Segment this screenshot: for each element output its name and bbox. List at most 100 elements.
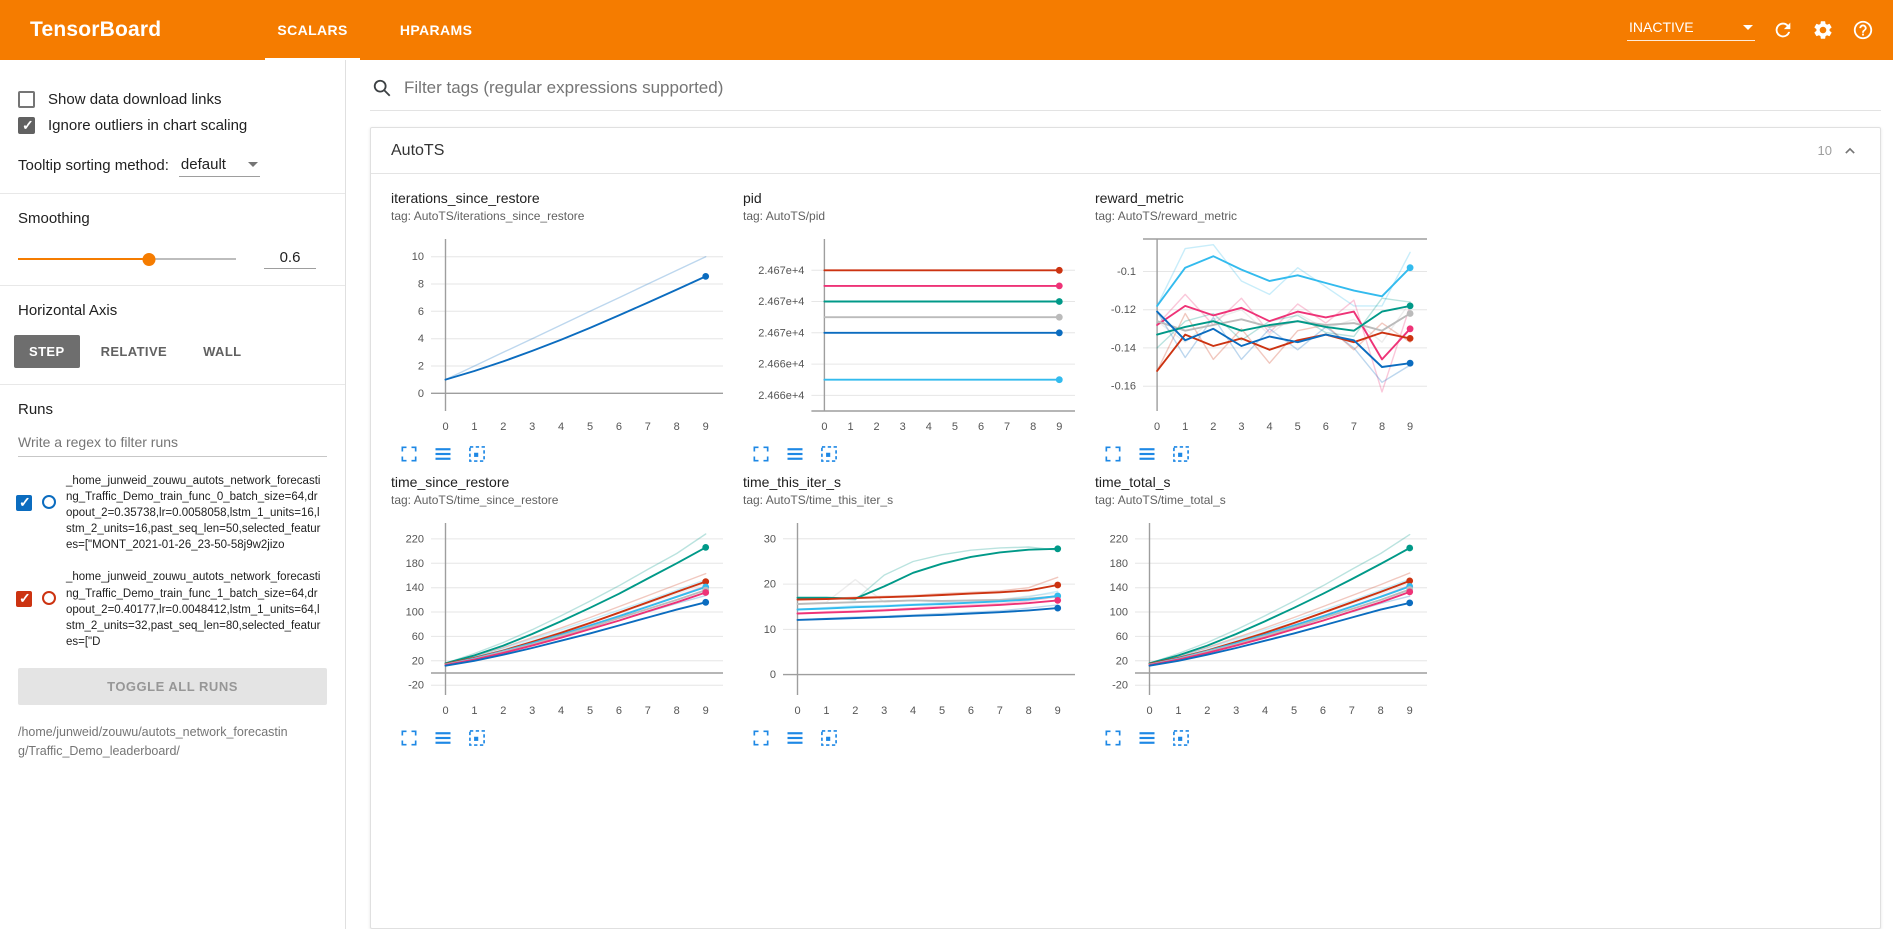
tag-filter-input[interactable] — [404, 78, 1879, 98]
chart-plot[interactable]: 30 20 10 0 0 1 2 3 4 5 6 7 8 9 — [743, 515, 1089, 726]
axis-relative-button[interactable]: RELATIVE — [86, 335, 183, 368]
run-checkbox-1[interactable] — [16, 590, 32, 608]
expand-icon[interactable] — [1103, 444, 1123, 464]
smoothing-value[interactable]: 0.6 — [264, 249, 316, 269]
smoothing-slider[interactable] — [18, 252, 236, 266]
svg-text:7: 7 — [997, 705, 1003, 717]
refresh-icon[interactable] — [1771, 18, 1795, 42]
show-download-links-row: Show data download links — [18, 91, 327, 108]
svg-text:180: 180 — [1110, 558, 1128, 570]
chevron-up-icon[interactable] — [1840, 141, 1860, 161]
smoothing-label: Smoothing — [18, 210, 90, 227]
expand-icon[interactable] — [399, 444, 419, 464]
card-title: AutoTS — [391, 141, 445, 159]
settings-gear-icon[interactable] — [1811, 18, 1835, 42]
tab-scalars[interactable]: SCALARS — [251, 0, 373, 60]
sidebar: Show data download links Ignore outliers… — [0, 60, 346, 929]
run-name: _home_junweid_zouwu_autots_network_forec… — [66, 571, 321, 648]
chart-title: time_since_restore — [391, 474, 510, 490]
status-dropdown[interactable]: INACTIVE — [1627, 19, 1755, 41]
header-actions: INACTIVE — [1627, 18, 1875, 42]
run-name: _home_junweid_zouwu_autots_network_forec… — [66, 475, 321, 552]
chart-plot[interactable]: 220 180 140 100 60 20 -20 0 1 2 3 4 5 6 7 8 9 — [1095, 515, 1441, 726]
svg-text:1: 1 — [1182, 421, 1188, 433]
data-table-icon[interactable] — [785, 728, 805, 748]
svg-text:100: 100 — [1110, 607, 1128, 619]
svg-text:8: 8 — [1026, 705, 1032, 717]
chart-card: time_this_iter_s tag: AutoTS/time_this_i… — [743, 474, 1089, 748]
svg-text:10: 10 — [764, 624, 776, 636]
ignore-outliers-checkbox[interactable] — [18, 117, 35, 134]
run-radio-0[interactable] — [42, 495, 56, 509]
help-icon[interactable] — [1851, 18, 1875, 42]
chart-plot[interactable]: 0 2 4 6 8 10 0 1 2 3 4 5 6 7 8 9 — [391, 231, 737, 442]
chart-toolbar — [391, 728, 737, 748]
svg-text:5: 5 — [1295, 421, 1301, 433]
run-checkbox-0[interactable] — [16, 494, 32, 511]
chart-plot[interactable]: 220 180 140 100 60 20 -20 0 1 2 3 4 5 6 7 8 9 — [391, 515, 737, 726]
data-table-icon[interactable] — [433, 444, 453, 464]
svg-text:4: 4 — [926, 421, 932, 433]
svg-text:8: 8 — [1378, 705, 1384, 717]
svg-text:60: 60 — [1116, 631, 1128, 643]
svg-text:1: 1 — [1175, 705, 1181, 717]
divider — [0, 384, 345, 385]
svg-text:2: 2 — [500, 705, 506, 717]
svg-text:3: 3 — [881, 705, 887, 717]
expand-icon[interactable] — [1103, 728, 1123, 748]
show-download-links-checkbox[interactable] — [18, 91, 35, 108]
runs-filter-input[interactable] — [18, 430, 327, 457]
chart-plot[interactable]: 2.467e+4 2.467e+4 2.467e+4 2.466e+4 2.466e+4… — [743, 231, 1089, 442]
tab-hparams[interactable]: HPARAMS — [399, 22, 473, 38]
chart-tag: tag: AutoTS/time_since_restore — [391, 493, 559, 507]
app-title: TensorBoard — [30, 18, 162, 41]
svg-text:8: 8 — [674, 421, 680, 433]
svg-text:8: 8 — [674, 705, 680, 717]
axis-wall-button[interactable]: WALL — [188, 335, 256, 368]
svg-text:9: 9 — [1055, 705, 1061, 717]
autots-card-header[interactable]: AutoTS 10 — [371, 128, 1880, 174]
fit-domain-icon[interactable] — [1171, 444, 1191, 464]
chart-card: pid tag: AutoTS/pid 2.467e+4 2.467e+4 2.46… — [743, 190, 1089, 464]
svg-text:10: 10 — [412, 251, 424, 263]
svg-text:4: 4 — [418, 333, 424, 345]
expand-icon[interactable] — [751, 728, 771, 748]
autots-card: AutoTS 10 iterations_since_restore tag: … — [370, 127, 1881, 929]
svg-text:-0.1: -0.1 — [1117, 266, 1136, 278]
data-table-icon[interactable] — [433, 728, 453, 748]
tooltip-sort-dropdown[interactable]: default — [178, 154, 260, 177]
svg-text:5: 5 — [587, 705, 593, 717]
data-table-icon[interactable] — [1137, 728, 1157, 748]
expand-icon[interactable] — [399, 728, 419, 748]
svg-text:3: 3 — [900, 421, 906, 433]
svg-text:9: 9 — [703, 421, 709, 433]
svg-text:1: 1 — [471, 705, 477, 717]
axis-step-button[interactable]: STEP — [14, 335, 80, 368]
expand-icon[interactable] — [751, 444, 771, 464]
svg-text:3: 3 — [1238, 421, 1244, 433]
svg-text:140: 140 — [406, 582, 424, 594]
svg-text:9: 9 — [1056, 421, 1062, 433]
data-table-icon[interactable] — [1137, 444, 1157, 464]
chart-plot[interactable]: -0.1 -0.12 -0.14 -0.16 0 1 2 3 4 5 6 7 8 9 — [1095, 231, 1441, 442]
data-table-icon[interactable] — [785, 444, 805, 464]
toggle-all-runs-button[interactable]: TOGGLE ALL RUNS — [18, 667, 327, 705]
search-icon — [373, 79, 391, 97]
svg-text:6: 6 — [616, 705, 622, 717]
chart-title: pid — [743, 190, 762, 206]
fit-domain-icon[interactable] — [819, 728, 839, 748]
fit-domain-icon[interactable] — [819, 444, 839, 464]
smoothing-slider-thumb[interactable] — [142, 253, 156, 266]
svg-text:2: 2 — [852, 705, 858, 717]
fit-domain-icon[interactable] — [467, 444, 487, 464]
chart-title: time_total_s — [1095, 474, 1171, 490]
svg-text:2.466e+4: 2.466e+4 — [758, 359, 804, 371]
svg-text:20: 20 — [412, 655, 424, 667]
fit-domain-icon[interactable] — [467, 728, 487, 748]
svg-text:2: 2 — [500, 421, 506, 433]
fit-domain-icon[interactable] — [1171, 728, 1191, 748]
chart-toolbar — [391, 444, 737, 464]
run-radio-1[interactable] — [42, 591, 56, 606]
svg-text:2.467e+4: 2.467e+4 — [758, 265, 804, 277]
svg-text:2.467e+4: 2.467e+4 — [758, 327, 804, 339]
